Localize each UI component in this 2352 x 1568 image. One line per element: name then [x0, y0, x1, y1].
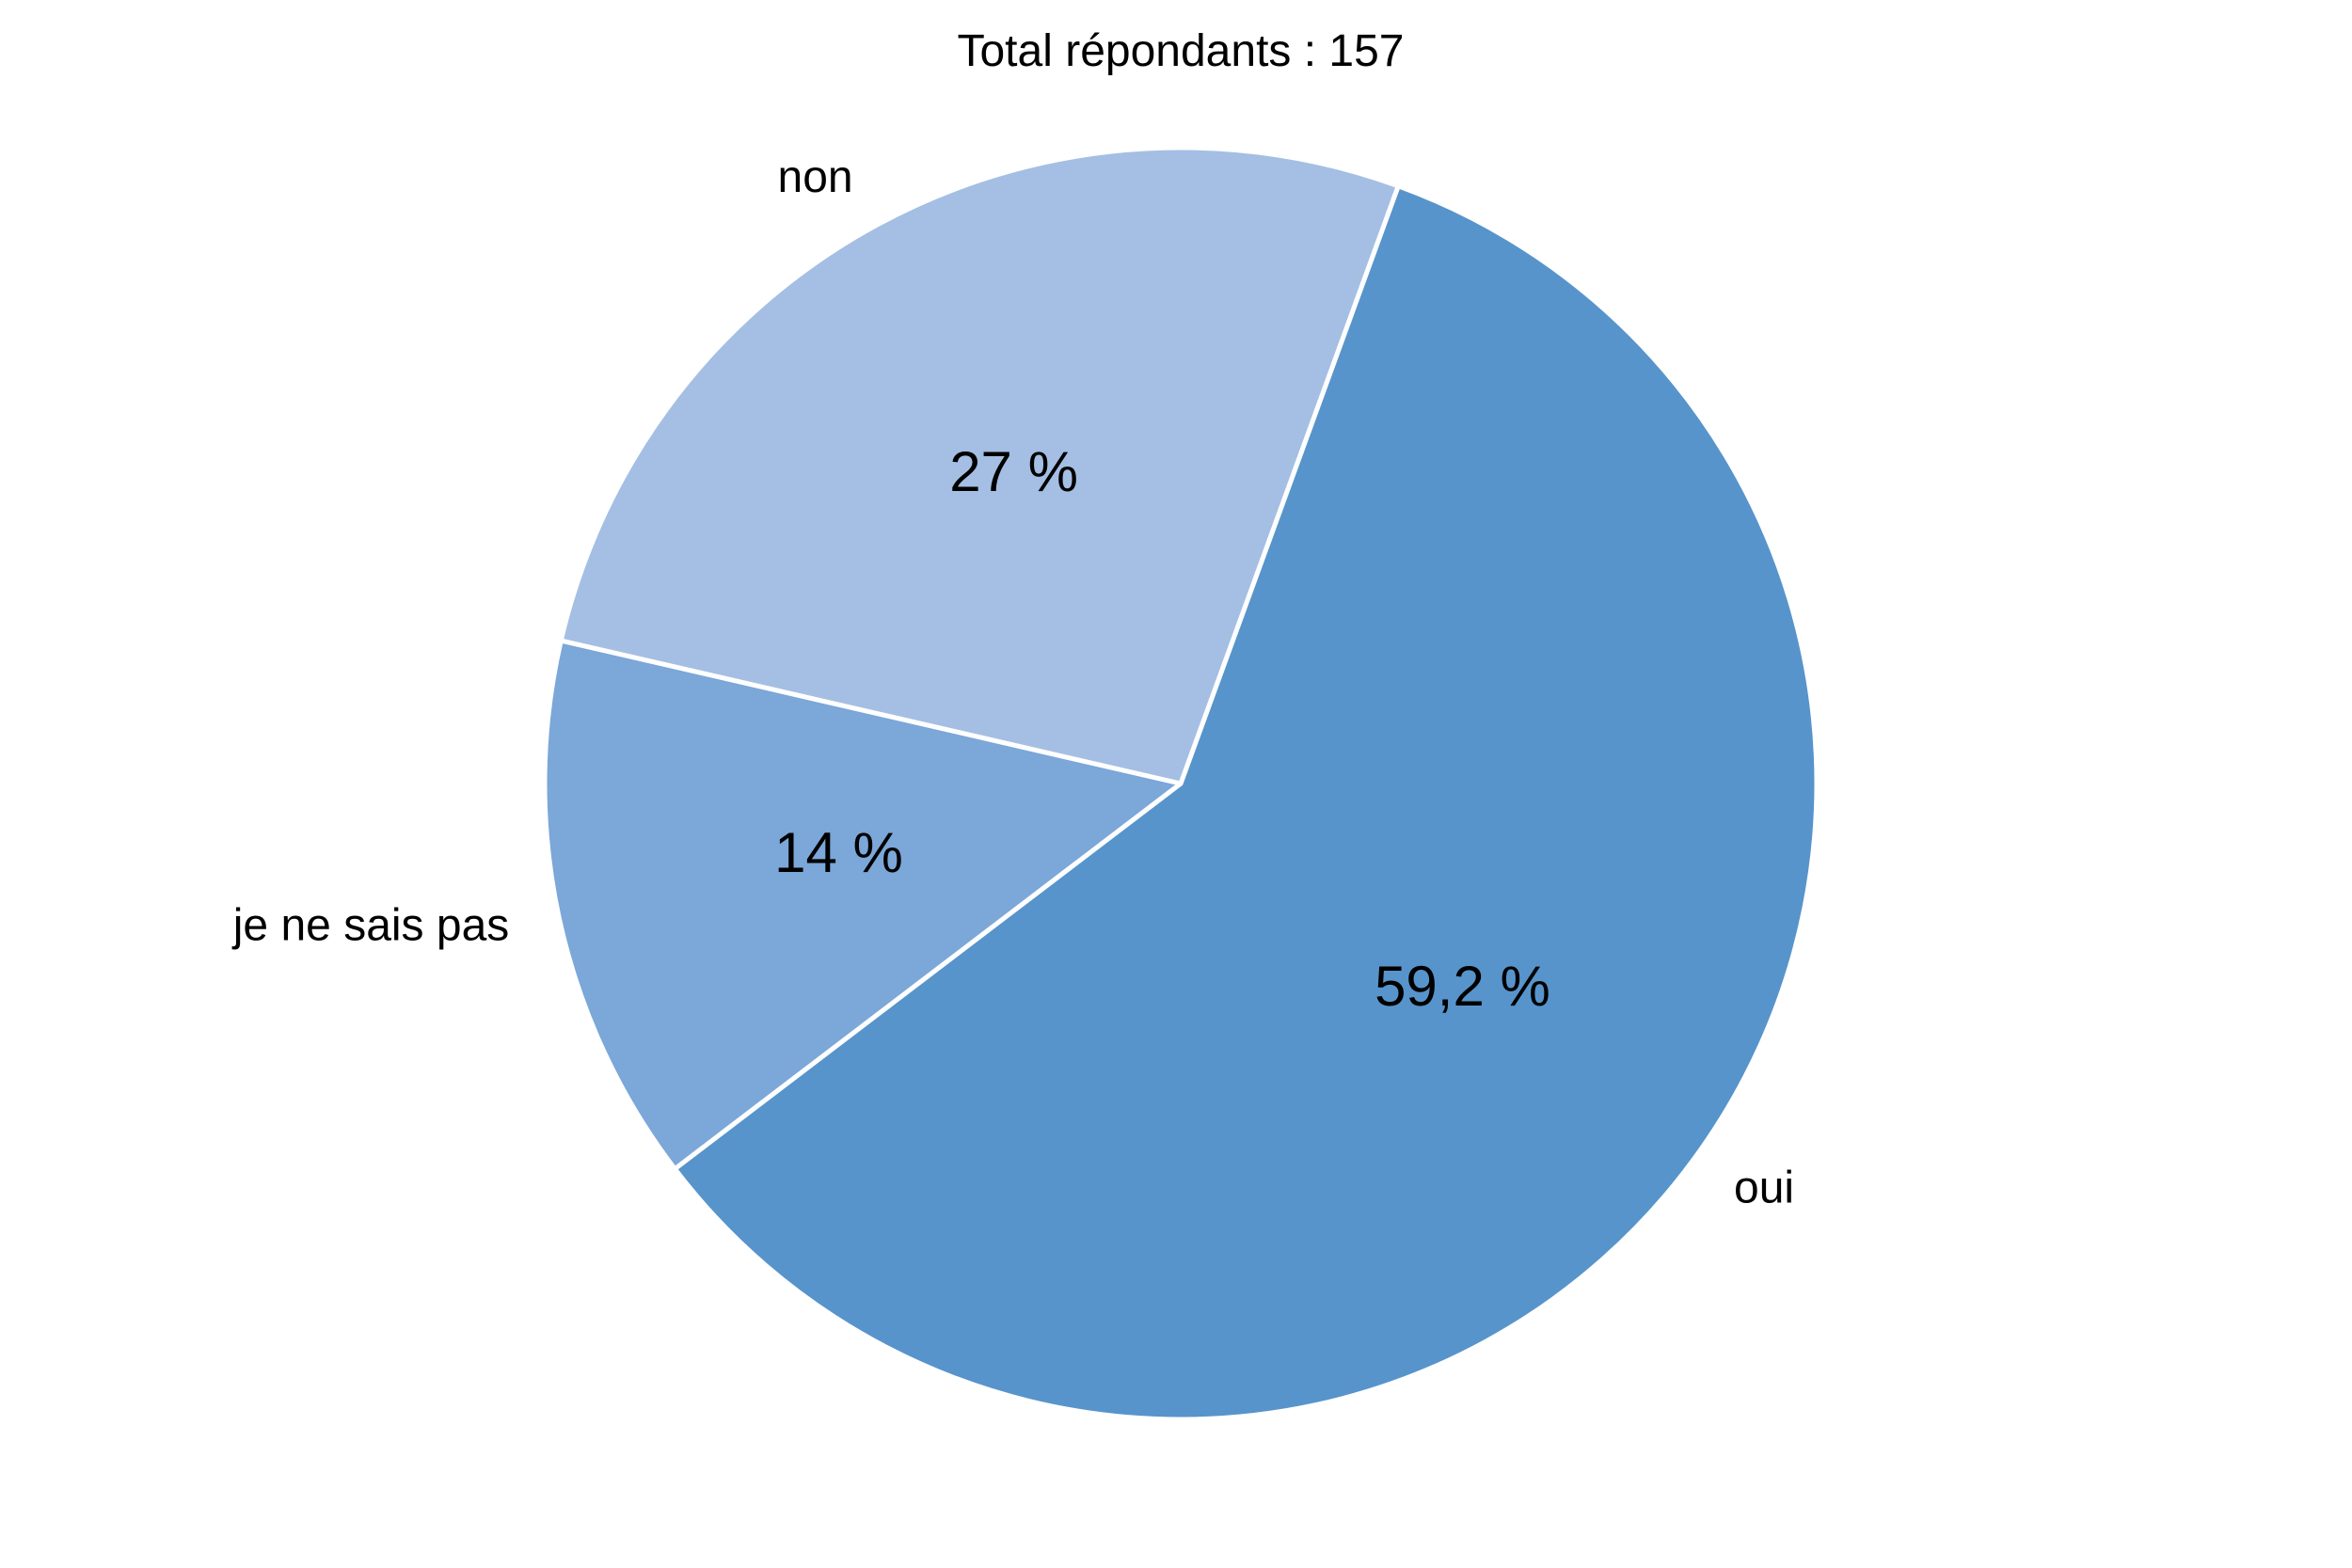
pie-slice-je-ne-sais-pas — [542, 638, 1184, 1172]
chart-title: Total répondants : 157 — [957, 26, 1404, 76]
slice-value-label: 14 % — [774, 821, 903, 884]
pie-slice-oui — [672, 183, 1820, 1422]
slice-value-label: 59,2 % — [1375, 955, 1550, 1018]
pie-slices — [542, 145, 1820, 1422]
slice-value-label: 27 % — [949, 440, 1078, 503]
slice-category-label: oui — [1734, 1163, 1794, 1212]
pie-labels: 59,2 % oui 14 % je ne sais pas 27 % non — [231, 152, 1794, 1212]
slice-category-label: non — [778, 152, 853, 202]
pie-slice-non — [558, 145, 1401, 786]
slice-category-label: je ne sais pas — [231, 900, 510, 950]
